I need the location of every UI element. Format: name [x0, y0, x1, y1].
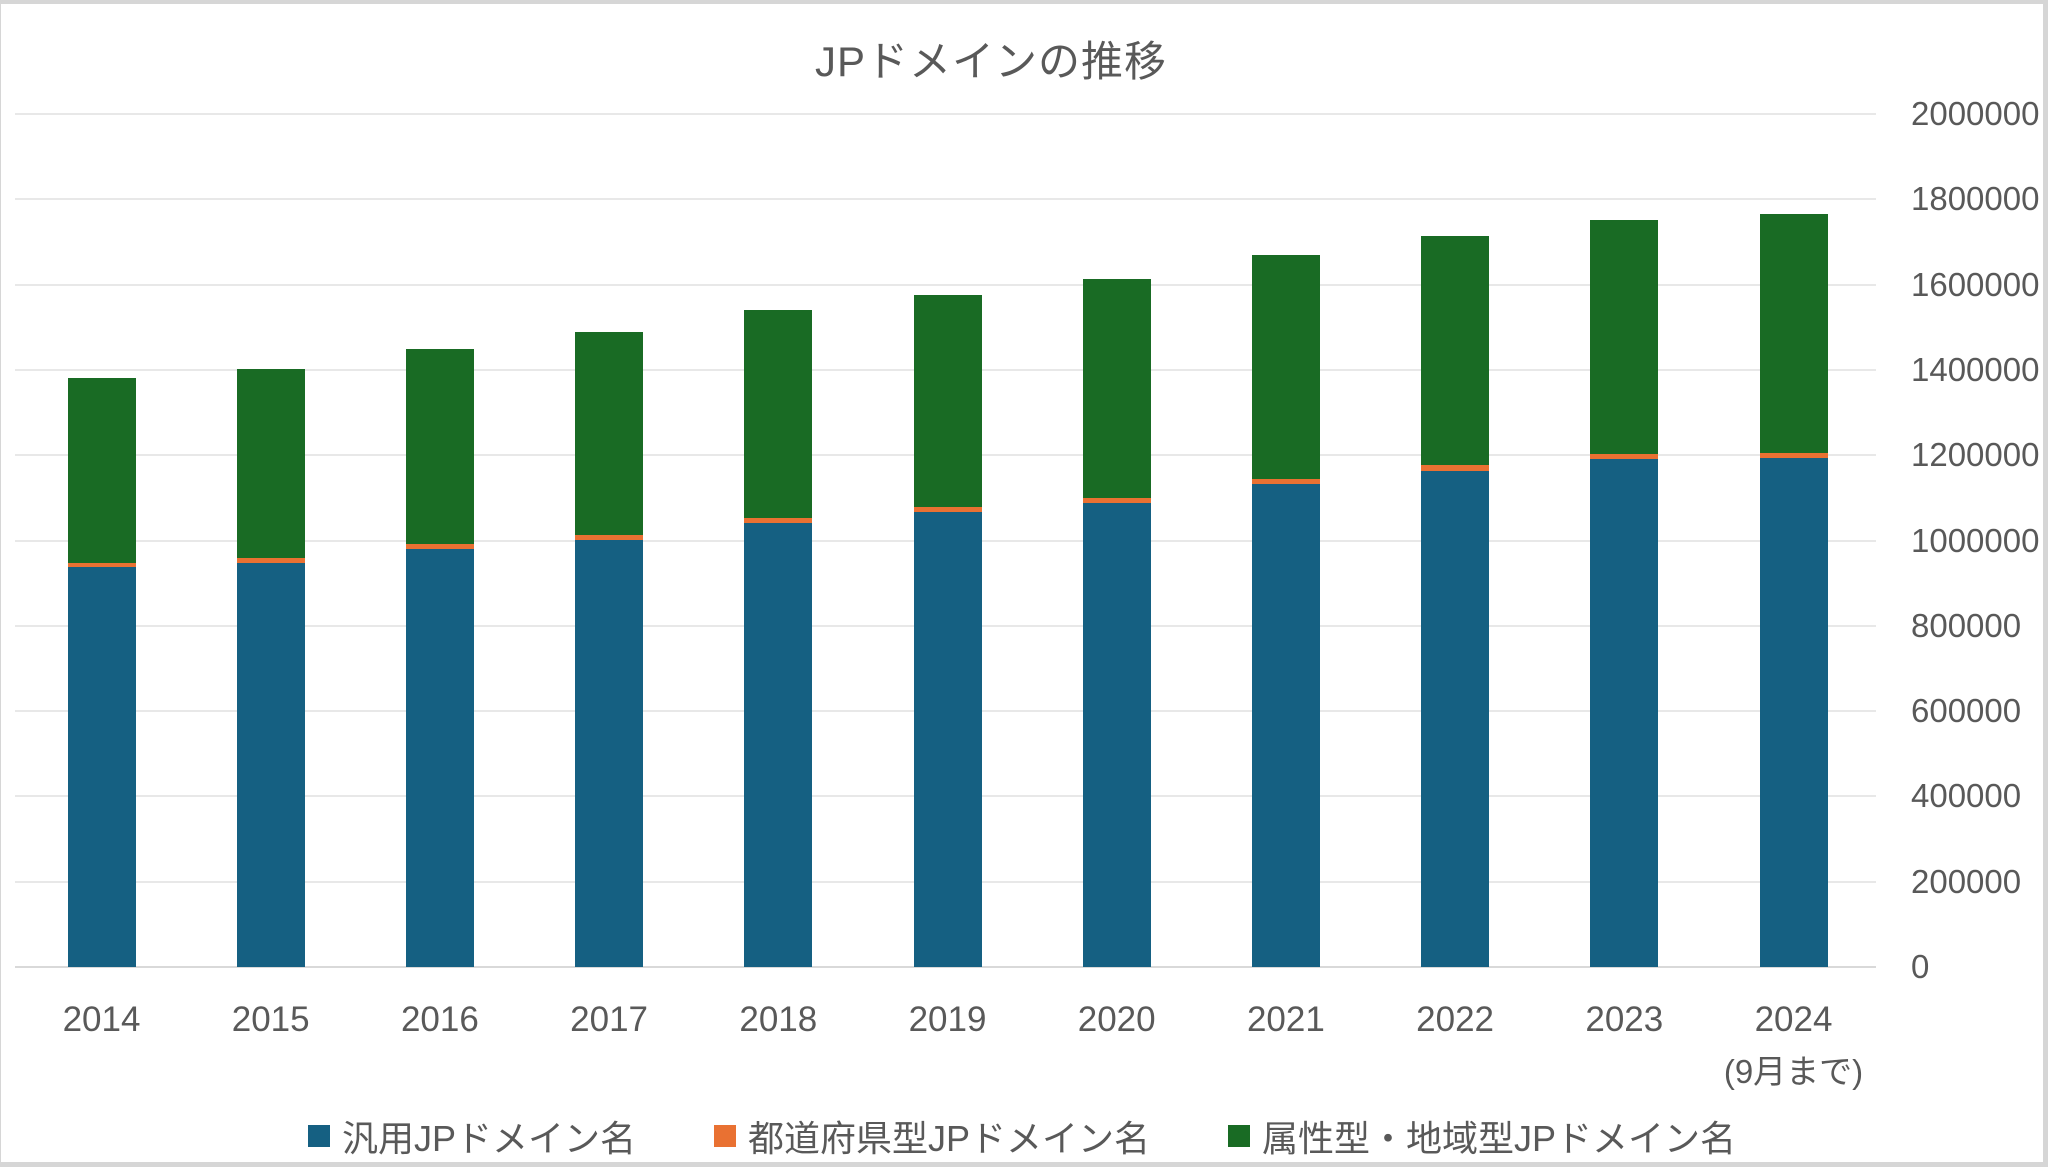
y-axis-tick-label: 1200000: [1911, 436, 2040, 474]
bar-segment-属性型・地域型JPドメイン名-2021: [1251, 255, 1320, 480]
bar-segment-属性型・地域型JPドメイン名-2022: [1421, 235, 1490, 466]
bar-segment-汎用JPドメイン名-2018: [744, 523, 813, 967]
legend-swatch-3: [1228, 1125, 1250, 1147]
x-axis-year: 2018: [739, 1000, 818, 1039]
y-axis-tick-label: 400000: [1911, 777, 2022, 815]
bar-segment-汎用JPドメイン名-2020: [1082, 502, 1151, 967]
bar-segment-属性型・地域型JPドメイン名-2016: [405, 349, 474, 544]
x-axis-label-2021: 2021: [1196, 998, 1376, 1042]
chart-canvas: JPドメインの推移 0 200000 400000 600000 800000 10000…: [1, 4, 2043, 1162]
bar-segment-都道府県型JPドメイン名-2016: [405, 543, 474, 550]
bar-segment-汎用JPドメイン名-2019: [913, 512, 982, 967]
x-axis-year: 2014: [62, 1000, 141, 1039]
x-axis-year: 2017: [570, 1000, 649, 1039]
bar-segment-汎用JPドメイン名-2024: [1759, 458, 1828, 967]
x-axis-year: 2022: [1416, 1000, 1495, 1039]
bar-segment-属性型・地域型JPドメイン名-2017: [575, 332, 644, 535]
bar-segment-属性型・地域型JPドメイン名-2023: [1590, 219, 1659, 454]
y-axis-tick-label: 1000000: [1911, 521, 2040, 559]
y-axis-tick-label: 0: [1911, 948, 1930, 985]
x-axis-year: 2023: [1585, 1000, 1664, 1039]
bar-segment-汎用JPドメイン名-2014: [67, 567, 136, 967]
bar-segment-属性型・地域型JPドメイン名-2018: [744, 310, 813, 518]
x-axis-year: 2016: [400, 1000, 479, 1039]
x-axis-label-2016: 2016: [350, 998, 530, 1042]
bar-segment-汎用JPドメイン名-2016: [405, 549, 474, 967]
bar-segment-都道府県型JPドメイン名-2021: [1251, 479, 1320, 485]
x-axis-year: 2024: [1754, 1000, 1833, 1039]
bar-segment-都道府県型JPドメイン名-2015: [236, 558, 305, 564]
x-axis-line: [15, 966, 1876, 968]
bar-segment-属性型・地域型JPドメイン名-2015: [236, 368, 305, 559]
x-axis-year: 2019: [908, 1000, 987, 1039]
chart-title: JPドメインの推移: [814, 38, 1167, 85]
x-axis-label-2014: 2014: [12, 998, 192, 1042]
legend-item-2: 都道府県型JPドメイン名: [713, 1110, 1150, 1162]
y-axis-tick-label: 1800000: [1911, 180, 2040, 218]
bar-segment-都道府県型JPドメイン名-2014: [67, 562, 136, 568]
gridline: [15, 283, 1876, 286]
bar-segment-汎用JPドメイン名-2017: [575, 539, 644, 967]
bar-segment-属性型・地域型JPドメイン名-2019: [913, 295, 982, 508]
x-axis-year: 2015: [231, 1000, 310, 1039]
x-axis-label-2019: 2019: [858, 998, 1038, 1042]
x-axis-label-2018: 2018: [688, 998, 868, 1042]
y-axis-tick-label: 200000: [1911, 862, 2022, 900]
y-axis-tick-label: 2000000: [1911, 95, 2040, 132]
bar-segment-都道府県型JPドメイン名-2018: [744, 517, 813, 523]
bar-segment-汎用JPドメイン名-2015: [236, 563, 305, 967]
x-axis-label-2020: 2020: [1027, 998, 1207, 1042]
y-axis-tick-label: 600000: [1911, 692, 2022, 730]
bar-segment-汎用JPドメイン名-2021: [1251, 484, 1320, 967]
gridline: [15, 113, 1876, 115]
chart-legend: 汎用JPドメイン名 都道府県型JPドメイン名 属性型・地域型JPドメイン名: [1, 1110, 2043, 1162]
bar-segment-属性型・地域型JPドメイン名-2020: [1082, 279, 1151, 498]
bar-segment-都道府県型JPドメイン名-2017: [575, 534, 644, 540]
legend-item-3: 属性型・地域型JPドメイン名: [1228, 1110, 1736, 1162]
bar-segment-汎用JPドメイン名-2022: [1421, 470, 1490, 967]
legend-swatch-2: [713, 1125, 736, 1147]
x-axis-note: (9月まで): [1723, 1053, 1864, 1090]
bar-segment-都道府県型JPドメイン名-2023: [1590, 453, 1659, 460]
x-axis-label-2017: 2017: [519, 998, 699, 1042]
y-axis-tick-label: 800000: [1911, 606, 2022, 644]
legend-label-1: 汎用JPドメイン名: [341, 1118, 636, 1159]
bar-segment-都道府県型JPドメイン名-2020: [1082, 497, 1151, 503]
x-axis-year: 2021: [1246, 1000, 1325, 1039]
bar-segment-都道府県型JPドメイン名-2022: [1421, 465, 1490, 471]
gridline: [15, 198, 1876, 201]
bar-segment-都道府県型JPドメイン名-2024: [1759, 452, 1828, 459]
legend-swatch-1: [307, 1125, 330, 1147]
bar-segment-汎用JPドメイン名-2023: [1590, 459, 1659, 967]
x-axis-label-2024: 2024 (9月まで): [1704, 998, 1884, 1094]
x-axis-label-2015: 2015: [181, 998, 361, 1042]
y-axis-tick-label: 1400000: [1911, 350, 2040, 388]
x-axis-label-2023: 2023: [1534, 998, 1714, 1042]
bar-segment-属性型・地域型JPドメイン名-2014: [67, 377, 136, 563]
x-axis-year: 2020: [1077, 1000, 1156, 1039]
bar-segment-都道府県型JPドメイン名-2019: [913, 507, 982, 513]
x-axis-label-2022: 2022: [1365, 998, 1545, 1042]
legend-item-1: 汎用JPドメイン名: [307, 1110, 636, 1162]
legend-label-3: 属性型・地域型JPドメイン名: [1262, 1118, 1737, 1159]
y-axis-tick-label: 1600000: [1911, 265, 2040, 303]
bar-segment-属性型・地域型JPドメイン名-2024: [1759, 213, 1828, 453]
legend-label-2: 都道府県型JPドメイン名: [747, 1118, 1150, 1159]
